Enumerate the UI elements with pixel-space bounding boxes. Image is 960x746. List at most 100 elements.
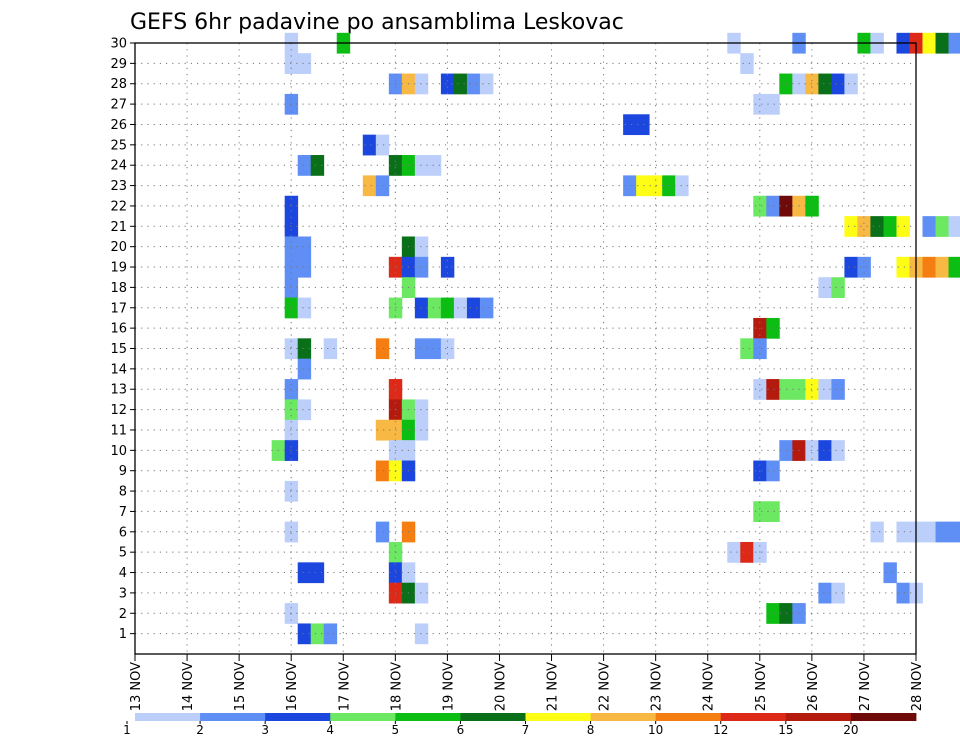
heatmap-cell bbox=[284, 338, 299, 360]
heatmap-cell bbox=[883, 216, 897, 237]
heatmap-cell bbox=[896, 216, 910, 237]
y-tick-label: 27 bbox=[110, 98, 127, 113]
x-tick-label: 25 NOV bbox=[754, 662, 769, 711]
heatmap-cell bbox=[805, 440, 819, 461]
legend-label: 7 bbox=[522, 723, 530, 737]
heatmap-cell bbox=[753, 195, 767, 217]
heatmap-cell bbox=[805, 195, 819, 217]
y-tick-label: 1 bbox=[119, 627, 127, 642]
heatmap-cell bbox=[948, 216, 960, 237]
heatmap-cell bbox=[766, 501, 780, 523]
heatmap-cell bbox=[284, 379, 299, 400]
heatmap-cell bbox=[935, 32, 949, 54]
y-tick-label: 23 bbox=[110, 179, 127, 194]
legend-swatch bbox=[850, 713, 917, 721]
heatmap-cell bbox=[766, 603, 780, 624]
y-tick-label: 21 bbox=[110, 220, 127, 235]
heatmap-cell bbox=[766, 317, 780, 339]
heatmap-cell bbox=[375, 419, 390, 441]
heatmap-cell bbox=[675, 175, 689, 197]
heatmap-cell bbox=[284, 297, 299, 319]
heatmap-cell bbox=[818, 73, 832, 95]
heatmap-cell bbox=[831, 440, 845, 461]
heatmap-cell bbox=[297, 338, 312, 360]
heatmap-cell bbox=[740, 541, 754, 563]
heatmap-cell bbox=[414, 419, 429, 441]
heatmap-cell bbox=[284, 419, 299, 441]
heatmap-cell bbox=[440, 297, 455, 319]
heatmap-cell bbox=[310, 562, 325, 584]
y-tick-label: 19 bbox=[110, 261, 127, 276]
heatmap-cell bbox=[375, 175, 390, 197]
legend-swatch bbox=[460, 713, 526, 721]
x-tick-label: 16 NOV bbox=[285, 662, 300, 711]
heatmap-cell bbox=[427, 297, 442, 319]
x-tick-label: 13 NOV bbox=[129, 662, 144, 711]
heatmap-cell bbox=[857, 216, 871, 237]
y-tick-label: 8 bbox=[119, 485, 127, 500]
heatmap-cell bbox=[427, 155, 442, 176]
y-axis: 1234567891011121314151617181920212223242… bbox=[110, 37, 135, 642]
heatmap-cell bbox=[831, 277, 845, 298]
legend-swatch bbox=[200, 713, 266, 721]
heatmap-cell bbox=[766, 93, 780, 115]
y-tick-label: 5 bbox=[119, 546, 127, 561]
heatmap-cell bbox=[935, 521, 949, 543]
x-tick-label: 21 NOV bbox=[546, 662, 561, 711]
y-tick-label: 13 bbox=[110, 383, 127, 398]
x-tick-label: 18 NOV bbox=[389, 662, 404, 711]
heatmap-cell bbox=[414, 338, 429, 360]
y-tick-label: 12 bbox=[110, 403, 127, 418]
legend-label: 12 bbox=[713, 723, 728, 737]
legend-label: 6 bbox=[457, 723, 465, 737]
heatmap-cell bbox=[831, 73, 845, 95]
heatmap-cell bbox=[297, 623, 312, 645]
heatmap-cell bbox=[948, 256, 960, 278]
heatmap-cell bbox=[753, 501, 767, 523]
heatmap-cell bbox=[297, 358, 312, 380]
heatmap-cell bbox=[362, 175, 377, 197]
heatmap-cell bbox=[922, 256, 936, 278]
heatmap-cell bbox=[883, 562, 897, 584]
heatmap-cell bbox=[922, 32, 936, 54]
heatmap-cell bbox=[427, 338, 442, 360]
legend-label: 1 bbox=[123, 723, 131, 737]
heatmap-cell bbox=[375, 338, 390, 360]
legend-swatch bbox=[785, 713, 852, 721]
heatmap-cell bbox=[766, 460, 780, 482]
heatmap-cell bbox=[284, 93, 299, 115]
heatmap-cell bbox=[310, 155, 325, 176]
heatmap-cell bbox=[414, 399, 429, 421]
heatmap-cell bbox=[766, 379, 780, 400]
x-tick-label: 15 NOV bbox=[233, 662, 248, 711]
legend-swatch bbox=[720, 713, 787, 721]
heatmap-cell bbox=[479, 73, 494, 95]
y-tick-label: 3 bbox=[119, 586, 127, 601]
legend-label: 4 bbox=[326, 723, 334, 737]
heatmap-cell bbox=[284, 521, 299, 543]
heatmap-cells bbox=[271, 32, 960, 645]
x-tick-label: 19 NOV bbox=[441, 662, 456, 711]
x-tick-label: 27 NOV bbox=[858, 662, 873, 711]
legend-swatch bbox=[330, 713, 396, 721]
heatmap-cell bbox=[284, 216, 299, 237]
heatmap-cell bbox=[935, 216, 949, 237]
heatmap-cell bbox=[323, 623, 338, 645]
heatmap-cell bbox=[453, 73, 468, 95]
legend-swatch bbox=[265, 713, 331, 721]
x-tick-label: 26 NOV bbox=[806, 662, 821, 711]
heatmap-cell bbox=[297, 53, 312, 74]
heatmap-cell bbox=[297, 562, 312, 584]
y-tick-label: 16 bbox=[110, 322, 127, 337]
heatmap-cell bbox=[414, 73, 429, 95]
y-tick-label: 17 bbox=[110, 301, 127, 316]
heatmap-cell bbox=[414, 623, 429, 645]
heatmap-cell bbox=[375, 521, 390, 543]
heatmap-cell bbox=[805, 73, 819, 95]
y-tick-label: 20 bbox=[110, 240, 127, 255]
heatmap-cell bbox=[284, 480, 299, 502]
legend-swatch bbox=[590, 713, 657, 721]
heatmap-cell bbox=[284, 440, 299, 461]
